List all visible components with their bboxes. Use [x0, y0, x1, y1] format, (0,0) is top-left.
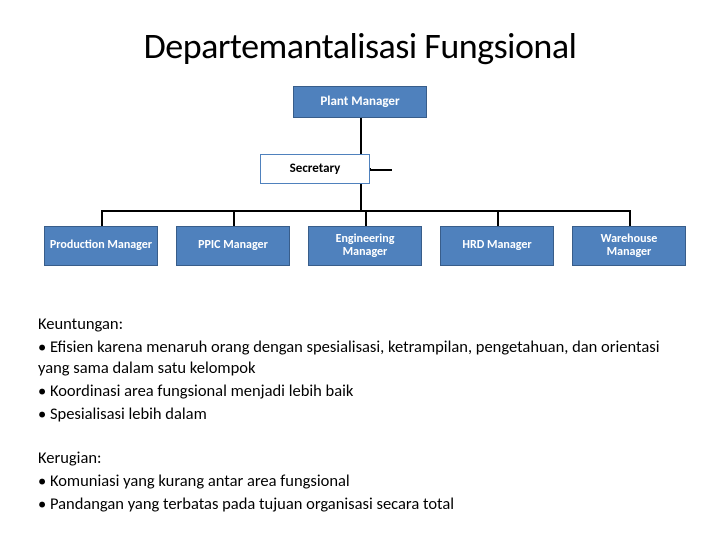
advantages-heading: Keuntungan:: [38, 314, 682, 335]
advantage-item: • Efisien karena menaruh orang dengan sp…: [38, 337, 682, 379]
connector-drop: [101, 210, 103, 226]
disadvantage-item: • Pandangan yang terbatas pada tujuan or…: [38, 494, 682, 515]
disadvantages-heading: Kerugian:: [38, 448, 682, 469]
connector-drop: [497, 210, 499, 226]
connector-drop: [629, 210, 631, 226]
advantage-text: Koordinasi area fungsional menjadi lebih…: [50, 381, 353, 401]
advantage-item: • Spesialisasi lebih dalam: [38, 404, 682, 425]
connector-staff: [370, 169, 392, 171]
disadvantages-section: Kerugian: • Komuniasi yang kurang antar …: [0, 440, 720, 515]
connector-staff-link: [370, 168, 371, 169]
org-chart: Plant Manager Secretary Production Manag…: [0, 86, 720, 306]
advantages-section: Keuntungan: • Efisien karena menaruh ora…: [0, 306, 720, 426]
node-label: Plant Manager: [320, 95, 399, 109]
advantage-item: • Koordinasi area fungsional menjadi leb…: [38, 381, 682, 402]
node-label: PPIC Manager: [198, 239, 268, 252]
connector-drop: [233, 210, 235, 226]
node-label: Warehouse Manager: [577, 233, 681, 259]
page-title: Departemantalisasi Fungsional: [0, 0, 720, 68]
node-secretary: Secretary: [260, 154, 370, 184]
node-plant-manager: Plant Manager: [293, 86, 427, 118]
disadvantage-text: Komuniasi yang kurang antar area fungsio…: [50, 471, 350, 491]
node-warehouse-manager: Warehouse Manager: [572, 226, 686, 266]
advantage-text: Spesialisasi lebih dalam: [50, 404, 207, 424]
node-label: Engineering Manager: [313, 233, 417, 259]
node-engineering-manager: Engineering Manager: [308, 226, 422, 266]
node-hrd-manager: HRD Manager: [440, 226, 554, 266]
node-label: HRD Manager: [462, 239, 531, 252]
connector-drop: [365, 210, 367, 226]
disadvantage-text: Pandangan yang terbatas pada tujuan orga…: [50, 494, 454, 514]
node-label: Production Manager: [50, 239, 152, 252]
node-label: Secretary: [290, 162, 341, 176]
advantage-text: Efisien karena menaruh orang dengan spes…: [38, 337, 660, 378]
node-production-manager: Production Manager: [44, 226, 158, 266]
disadvantage-item: • Komuniasi yang kurang antar area fungs…: [38, 471, 682, 492]
node-ppic-manager: PPIC Manager: [176, 226, 290, 266]
